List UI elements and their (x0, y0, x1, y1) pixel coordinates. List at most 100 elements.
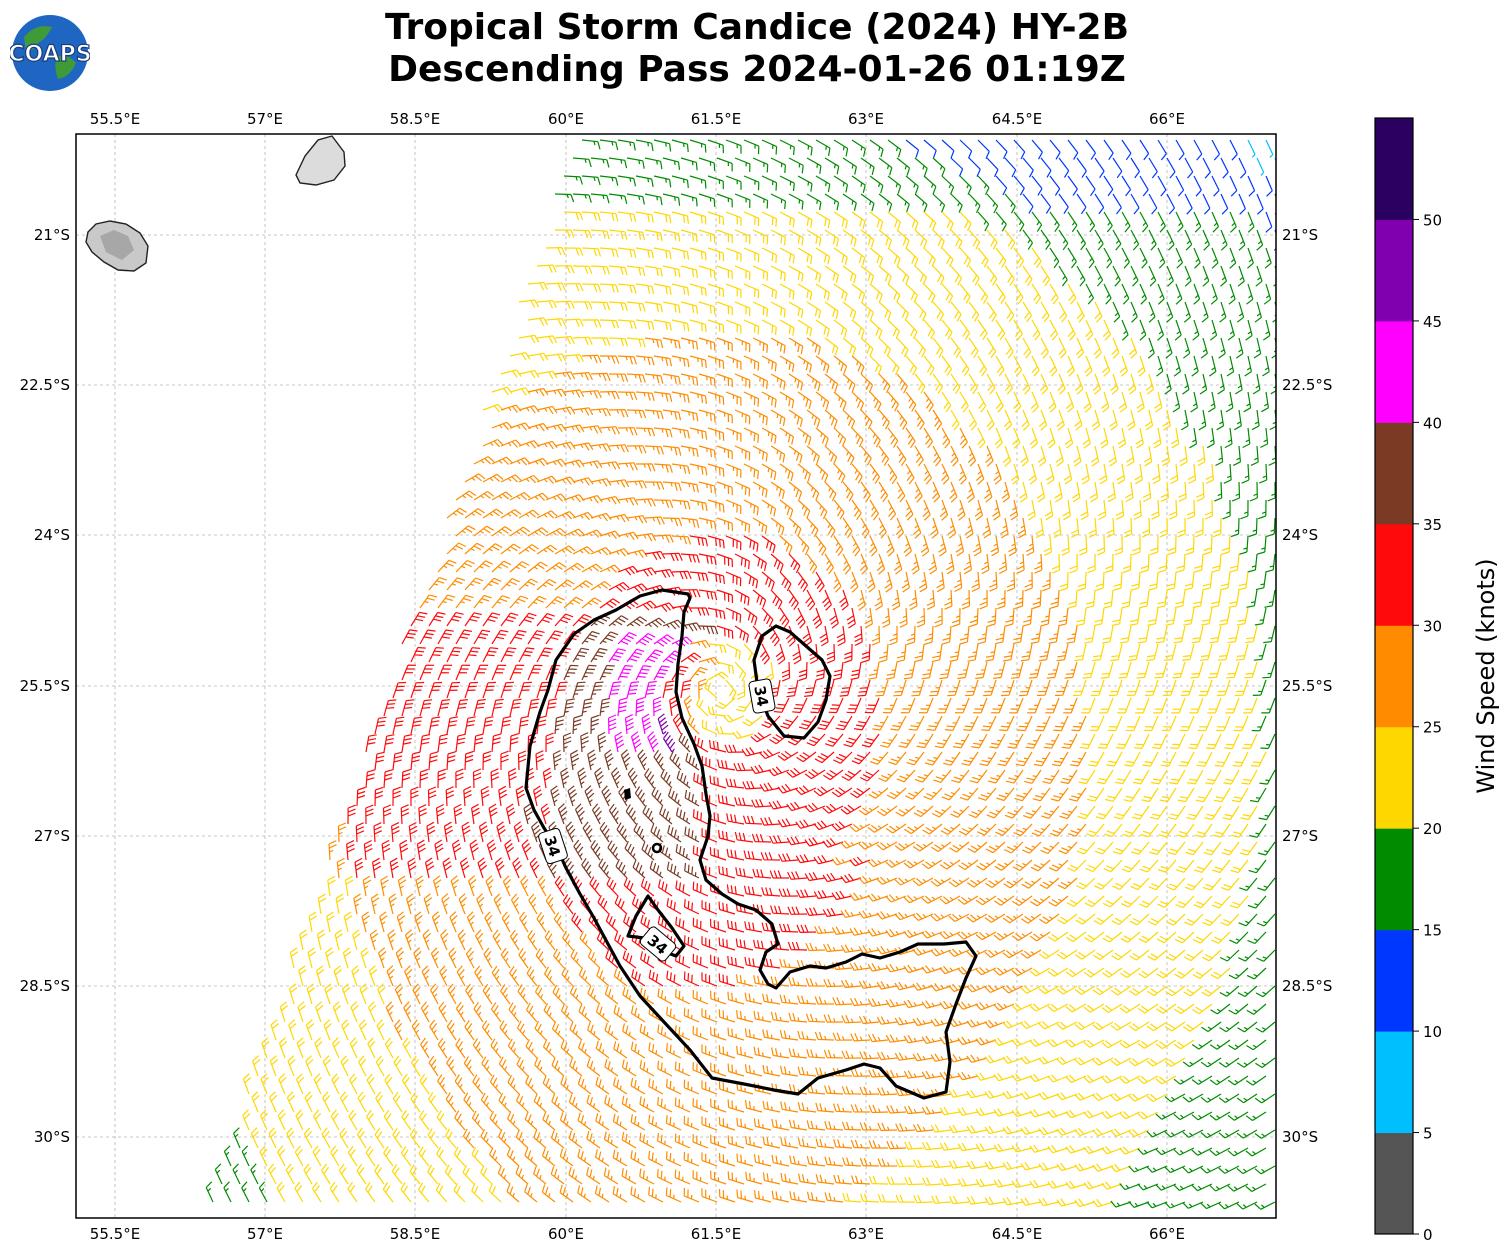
wind-barb (581, 460, 603, 469)
wind-barb (1247, 211, 1255, 233)
wind-barb (374, 786, 384, 807)
wind-barb (1108, 679, 1123, 697)
wind-barb (482, 681, 497, 699)
contour-label: 34 (540, 834, 564, 859)
wind-barb (1260, 427, 1269, 449)
wind-barb (858, 945, 880, 954)
wind-barb (984, 1125, 1006, 1135)
wind-barb (707, 355, 725, 369)
wind-barb (518, 715, 530, 735)
wind-barb (1078, 535, 1088, 556)
wind-barb (563, 528, 585, 537)
wind-barb (949, 841, 970, 853)
wind-barb (950, 805, 970, 818)
wind-barb (1206, 427, 1215, 449)
wind-barb (993, 967, 1015, 976)
wind-barb (1076, 157, 1087, 178)
wind-barb (725, 319, 742, 334)
wind-barb (630, 1186, 646, 1203)
wind-barb (941, 355, 953, 376)
wind-barb (948, 948, 970, 957)
wind-barb (418, 804, 427, 825)
wind-barb (603, 1131, 619, 1149)
wind-barb (1132, 536, 1141, 556)
wind-barb (1027, 697, 1042, 714)
wind-barb (707, 571, 725, 584)
wind-barb (903, 1034, 925, 1044)
wind-barb (551, 1057, 565, 1077)
wind-barb (734, 409, 751, 425)
wind-barb (733, 762, 754, 772)
wind-barb (368, 965, 378, 987)
wind-barb (1148, 265, 1157, 287)
wind-barb (455, 629, 472, 645)
wind-barb (977, 355, 988, 377)
wind-barb (1180, 679, 1195, 696)
colorbar-segment (1375, 929, 1413, 1032)
wind-barb (529, 857, 540, 879)
wind-barb (1167, 841, 1186, 856)
wind-barb (761, 571, 775, 590)
wind-barb (1137, 355, 1146, 377)
wind-barb (598, 858, 610, 879)
wind-barb (1183, 607, 1195, 626)
wind-barb (864, 697, 880, 714)
wind-barb (648, 1078, 664, 1095)
wind-barb (641, 713, 652, 735)
wind-barb (849, 997, 871, 1007)
wind-barb (914, 373, 926, 394)
wind-barb (898, 733, 916, 749)
wind-barb (1189, 427, 1198, 449)
wind-barb (644, 373, 664, 384)
wind-barb (608, 229, 628, 240)
wind-barb (1226, 355, 1235, 377)
wind-barb (1170, 427, 1180, 449)
wind-barb (445, 786, 455, 807)
wind-barb (718, 1116, 736, 1131)
wind-barb (491, 629, 509, 645)
wind-barb (626, 515, 648, 524)
wind-barb (440, 929, 449, 951)
svg-text:COAPS: COAPS (10, 42, 90, 67)
wind-barb (725, 643, 741, 660)
wind-barb (804, 679, 817, 697)
wind-barb (1088, 517, 1097, 538)
wind-barb (617, 355, 637, 365)
wind-barb (905, 283, 918, 303)
wind-barb (1096, 535, 1106, 556)
wind-barb (1029, 1073, 1051, 1083)
wind-barb (750, 764, 772, 775)
wind-barb (978, 787, 997, 801)
wind-barb (993, 1072, 1015, 1082)
wind-barb (1067, 211, 1078, 233)
wind-barb (979, 751, 997, 767)
wind-barb (1106, 751, 1123, 767)
wind-barb (1245, 1111, 1267, 1122)
wind-barb (366, 1073, 376, 1095)
wind-barb (419, 768, 429, 789)
wind-barb (850, 787, 871, 799)
wind-barb (1246, 589, 1258, 608)
wind-barb (875, 679, 889, 697)
wind-barb (911, 679, 925, 697)
wind-barb (829, 607, 839, 629)
wind-barb (429, 983, 439, 1005)
lon-tick-label-top: 66°E (1149, 110, 1185, 128)
wind-barb (428, 681, 443, 699)
wind-barb (789, 1155, 808, 1167)
wind-barb (1265, 553, 1276, 573)
wind-barb (914, 193, 928, 213)
wind-barb (971, 733, 988, 749)
wind-barb (851, 355, 865, 375)
wind-barb (482, 612, 501, 627)
wind-barb (635, 139, 654, 152)
wind-barb (335, 893, 345, 915)
wind-barb (1103, 283, 1112, 305)
wind-barb (1002, 643, 1015, 662)
wind-barb (1123, 517, 1133, 538)
wind-barb (588, 912, 601, 933)
wind-barb (1266, 517, 1276, 537)
wind-barb (683, 1007, 700, 1023)
wind-barb (814, 1031, 835, 1041)
wind-barb (959, 787, 979, 801)
